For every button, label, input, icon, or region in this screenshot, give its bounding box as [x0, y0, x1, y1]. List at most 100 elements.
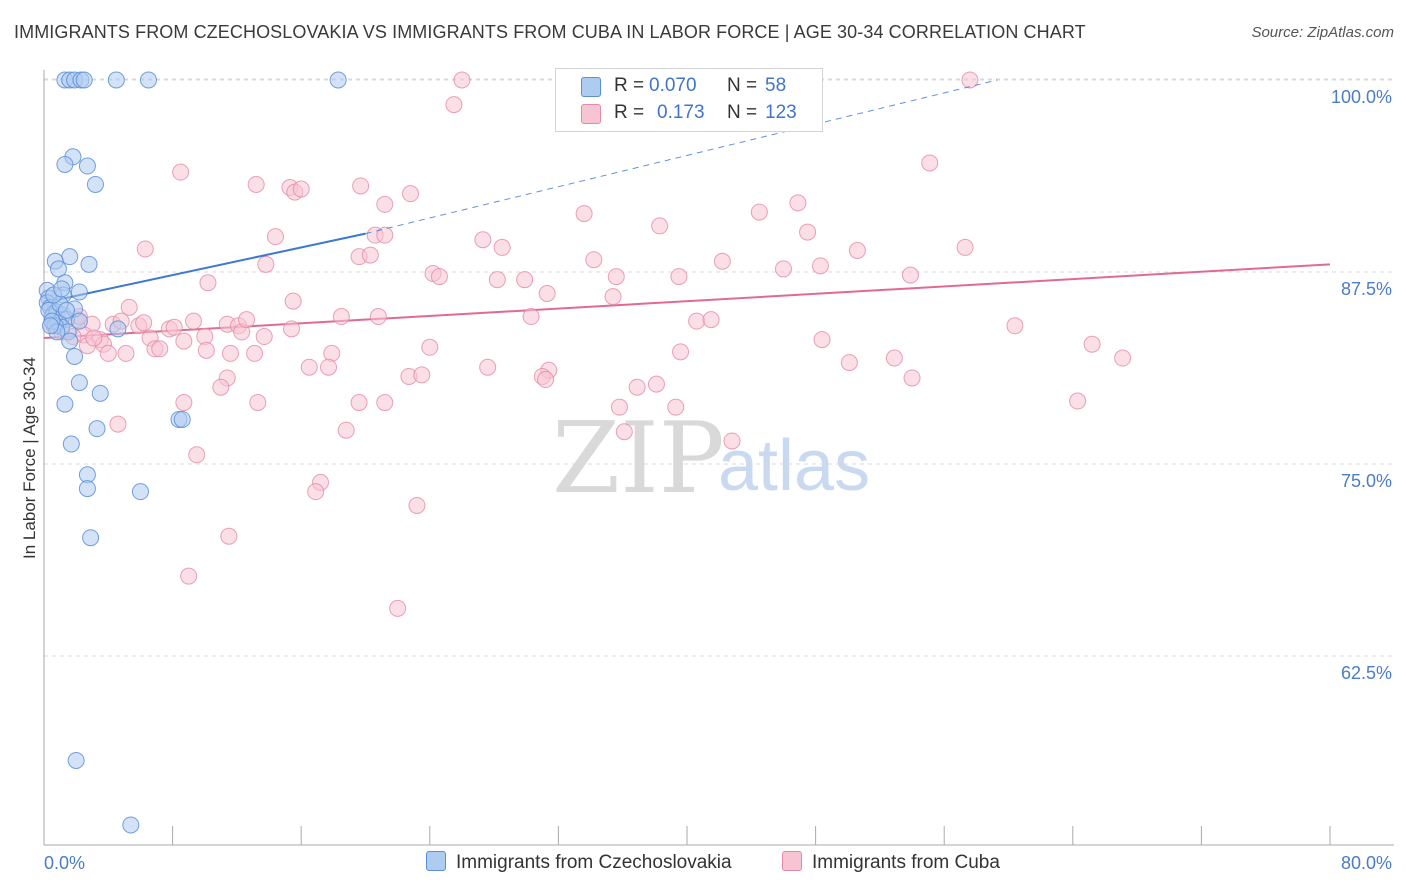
data-point-cuba [255, 328, 273, 346]
data-point-cuba [615, 423, 633, 441]
data-point-cuba [117, 344, 135, 362]
data-point-cuba [607, 268, 625, 286]
data-point-czechoslovakia [80, 255, 98, 273]
bottom-legend-label: Immigrants from Czechoslovakia [456, 852, 732, 873]
data-point-cuba [750, 203, 768, 221]
data-point-cuba [221, 344, 239, 362]
data-point-cuba [307, 483, 325, 501]
watermark-atlas: atlas [718, 426, 870, 506]
data-point-cuba [188, 446, 206, 464]
data-point-cuba [702, 311, 720, 329]
data-point-cuba [175, 332, 193, 350]
y-tick-label: 100.0% [1331, 87, 1392, 107]
data-point-czechoslovakia [67, 751, 85, 769]
data-point-cuba [799, 223, 817, 241]
data-point-cuba [516, 271, 534, 289]
data-point-cuba [604, 288, 622, 306]
data-point-czechoslovakia [66, 347, 84, 365]
data-point-cuba [332, 308, 350, 326]
data-point-cuba [323, 344, 341, 362]
data-point-cuba [120, 298, 138, 316]
data-point-cuba [575, 205, 593, 223]
data-point-cuba [848, 241, 866, 259]
data-point-cuba [885, 349, 903, 367]
data-point-cuba [811, 257, 829, 275]
data-point-cuba [651, 217, 669, 235]
legend: R = 0.070 N = 58 R = 0.173 N = 123 [555, 68, 823, 132]
data-point-cuba [903, 369, 921, 387]
data-point-cuba [445, 96, 463, 114]
data-point-czechoslovakia [88, 420, 106, 438]
data-point-cuba [672, 343, 690, 361]
legend-r-label: R = [614, 102, 645, 123]
legend-row-cuba: R = 0.173 N = 123 [556, 102, 822, 128]
data-point-cuba [136, 240, 154, 258]
data-point-czechoslovakia [53, 280, 71, 298]
points-cuba [45, 71, 1132, 617]
data-point-cuba [212, 378, 230, 396]
data-point-czechoslovakia [56, 395, 74, 413]
data-point-czechoslovakia [122, 816, 140, 834]
data-point-cuba [320, 358, 338, 376]
data-point-cuba [172, 163, 190, 181]
axes [43, 70, 1394, 846]
data-point-czechoslovakia [49, 260, 67, 278]
data-point-cuba [713, 252, 731, 270]
data-point-czechoslovakia [78, 157, 96, 175]
bottom-legend-cuba: Immigrants from Cuba [782, 851, 1000, 877]
data-point-cuba [197, 341, 215, 359]
y-tick-label: 62.5% [1341, 663, 1392, 683]
legend-swatch-blue [581, 77, 601, 97]
data-point-czechoslovakia [70, 312, 88, 330]
bottom-legend-swatch-blue [426, 851, 446, 871]
data-point-czechoslovakia [61, 248, 79, 266]
data-point-cuba [300, 358, 318, 376]
data-point-cuba [840, 354, 858, 372]
data-point-cuba [813, 331, 831, 349]
data-point-cuba [376, 195, 394, 213]
data-point-cuba [538, 285, 556, 303]
data-point-cuba [610, 398, 628, 416]
legend-n-label: N = [727, 75, 758, 96]
data-point-cuba [1083, 335, 1101, 353]
data-point-cuba [350, 394, 368, 412]
data-point-czechoslovakia [91, 384, 109, 402]
data-point-cuba [453, 71, 471, 89]
data-point-cuba [585, 251, 603, 269]
trend-line [43, 263, 1331, 340]
data-point-cuba [284, 292, 302, 310]
data-point-cuba [199, 274, 217, 292]
data-point-czechoslovakia [61, 332, 79, 350]
data-point-cuba [537, 371, 555, 389]
legend-swatch-pink [581, 104, 601, 124]
data-point-cuba [667, 398, 685, 416]
data-point-cuba [184, 312, 202, 330]
data-point-czechoslovakia [70, 283, 88, 301]
data-point-cuba [292, 180, 310, 198]
x-tick-label-max: 80.0% [1341, 853, 1392, 873]
data-point-czechoslovakia [78, 480, 96, 498]
y-axis-label: In Labor Force | Age 30-34 [20, 357, 39, 559]
data-point-czechoslovakia [173, 410, 191, 428]
legend-row-czechoslovakia: R = 0.070 N = 58 [556, 75, 822, 101]
watermark-zip: ZIP [552, 402, 725, 516]
y-tick-label: 75.0% [1341, 471, 1392, 491]
bottom-legend-swatch-pink [782, 851, 802, 871]
data-point-cuba [99, 344, 117, 362]
data-point-cuba [109, 415, 127, 433]
data-point-cuba [389, 599, 407, 617]
data-point-czechoslovakia [70, 374, 88, 392]
data-point-cuba [1006, 317, 1024, 335]
legend-r-value: 0.070 [649, 75, 697, 96]
data-point-czechoslovakia [107, 71, 125, 89]
data-point-cuba [249, 394, 267, 412]
tick-labels: 62.5% 75.0% 87.5% 100.0% 0.0% 80.0% [44, 87, 1392, 873]
data-point-cuba [1114, 349, 1132, 367]
data-point-cuba [1069, 392, 1087, 410]
data-point-czechoslovakia [41, 317, 59, 335]
trend-line-solid [43, 232, 366, 304]
trend-czechoslovakia [43, 79, 998, 304]
data-point-cuba [961, 71, 979, 89]
trend-line-dashed [365, 79, 998, 235]
